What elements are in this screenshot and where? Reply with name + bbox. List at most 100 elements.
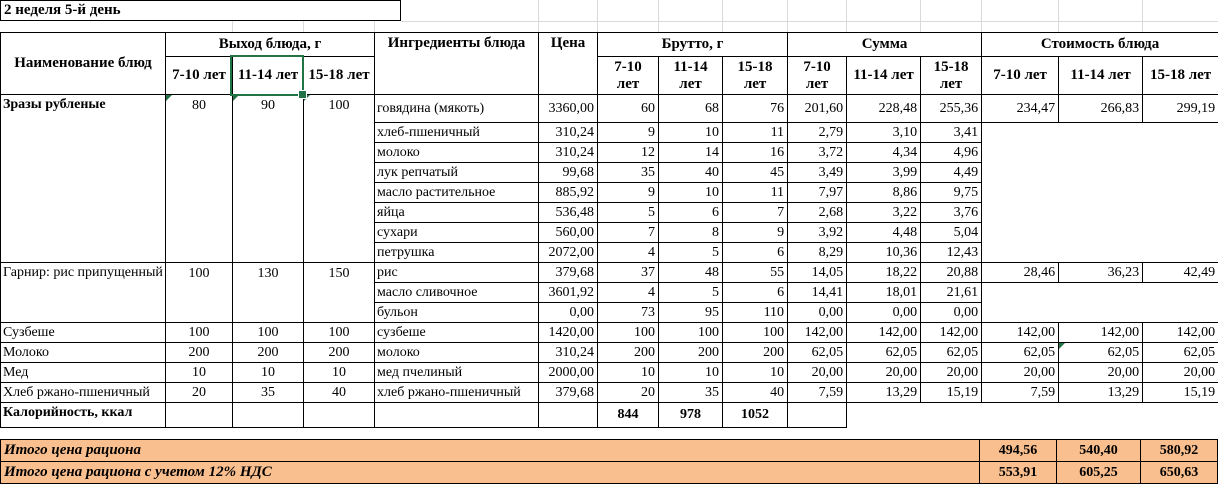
cell-sum[interactable]: 10,36 [846,242,922,263]
cell-dish[interactable]: Сузбеше [0,322,166,343]
total-label[interactable]: Итого цена рациона с учетом 12% НДС [4,464,272,480]
cell-ingredient[interactable]: сузбеше [374,322,540,343]
header-output-age-15-18[interactable]: 15-18 лет [302,56,376,95]
cell-sum[interactable]: 12,43 [920,242,983,263]
cell-gross[interactable]: 7 [722,202,789,223]
cell-gross[interactable]: 37 [597,262,660,283]
cell-sum[interactable]: 3,72 [787,142,848,163]
cell-sum[interactable]: 15,19 [920,382,983,403]
cell-sum[interactable]: 20,00 [920,362,983,383]
cell-ingredient[interactable] [374,402,540,428]
cell-dish[interactable]: Зразы рубленые [0,94,166,263]
cell-ingredient[interactable]: молоко [374,142,540,163]
cell-calories[interactable]: 844 [597,402,660,428]
cell-output[interactable] [232,402,304,428]
cell-cost[interactable]: 62,05 [1058,342,1144,363]
cell-sum[interactable]: 4,49 [920,162,983,183]
cell-cost[interactable]: 142,00 [1142,322,1218,343]
cell-cost-merged-empty[interactable] [981,122,1218,263]
cell-sum[interactable]: 142,00 [787,322,848,343]
cell-gross[interactable]: 5 [658,282,724,303]
cell-sum[interactable]: 13,29 [846,382,922,403]
cell-gross[interactable]: 40 [658,162,724,183]
header-gross-age-7-10[interactable]: 7-10 лет [597,56,660,95]
cell-gross[interactable]: 4 [597,282,660,303]
total-label[interactable]: Итого цена рациона [4,442,142,458]
cell-cost-merged-empty[interactable] [981,282,1218,323]
cell-price[interactable]: 379,68 [538,262,599,283]
cell-output[interactable]: 80 [165,94,233,263]
cell-ingredient[interactable]: хлеб-пшеничный [374,122,540,143]
cell-sum[interactable]: 3,49 [787,162,848,183]
cell-cost[interactable]: 266,83 [1058,94,1144,123]
total-value-11-14[interactable]: 605,25 [1056,462,1140,483]
header-cost-age-7-10[interactable]: 7-10 лет [981,56,1060,95]
cell-price[interactable] [538,402,599,428]
cell-gross[interactable]: 55 [722,262,789,283]
header-cost-age-15-18[interactable]: 15-18 лет [1142,56,1218,95]
header-sum-age-15-18[interactable]: 15-18 лет [920,56,983,95]
header-sum-group[interactable]: Сумма [787,32,983,57]
cell-output[interactable]: 90 [232,94,304,263]
cell-calories[interactable]: 978 [658,402,724,428]
cell-sum[interactable]: 20,00 [787,362,848,383]
cell-gross[interactable]: 9 [722,222,789,243]
cell-gross[interactable]: 10 [722,362,789,383]
cell-output[interactable]: 150 [302,262,376,323]
cell-gross[interactable]: 12 [597,142,660,163]
cell-output[interactable]: 40 [302,382,376,403]
cell-gross[interactable]: 7 [597,222,660,243]
cell-gross[interactable]: 4 [597,242,660,263]
cell-gross[interactable]: 5 [597,202,660,223]
cell-gross[interactable]: 10 [658,362,724,383]
cell-dish[interactable]: Молоко [0,342,166,363]
cell-price[interactable]: 3360,00 [538,94,599,123]
cell-gross[interactable]: 100 [658,322,724,343]
cell-price[interactable]: 536,48 [538,202,599,223]
cell-output[interactable]: 200 [165,342,233,363]
cell-gross[interactable]: 110 [722,302,789,323]
cell-gross[interactable]: 6 [658,202,724,223]
cell-gross[interactable]: 20 [597,382,660,403]
cell-sum[interactable]: 0,00 [920,302,983,323]
cell-price[interactable]: 2000,00 [538,362,599,383]
header-sum-age-7-10[interactable]: 7-10 лет [787,56,848,95]
cell-gross[interactable]: 9 [597,182,660,203]
cell-sum[interactable]: 201,60 [787,94,848,123]
cell-output[interactable]: 130 [232,262,304,323]
cell-gross[interactable]: 10 [658,182,724,203]
cell-gross[interactable]: 100 [597,322,660,343]
cell-sum[interactable]: 255,36 [920,94,983,123]
cell-ingredient[interactable]: хлеб ржано-пшеничный [374,382,540,403]
cell-ingredient[interactable]: рис [374,262,540,283]
cell-sum[interactable]: 9,75 [920,182,983,203]
total-value-15-18[interactable]: 580,92 [1140,440,1217,461]
cell-sum[interactable]: 4,96 [920,142,983,163]
cell-sum[interactable]: 21,61 [920,282,983,303]
cell-gross[interactable]: 10 [658,122,724,143]
cell-gross[interactable]: 35 [597,162,660,183]
cell-cost[interactable]: 142,00 [1058,322,1144,343]
cell-sum[interactable]: 3,76 [920,202,983,223]
cell-dish[interactable]: Хлеб ржано-пшеничный [0,382,166,403]
cell-ingredient[interactable]: говядина (мякоть) [374,94,540,123]
cell-cost[interactable]: 20,00 [1142,362,1218,383]
cell-output[interactable]: 100 [165,322,233,343]
cell-sum[interactable]: 7,59 [787,382,848,403]
cell-output[interactable]: 10 [165,362,233,383]
cell-cost[interactable]: 28,46 [981,262,1060,283]
cell-output[interactable]: 35 [232,382,304,403]
cell-ingredient[interactable]: масло растительное [374,182,540,203]
cell-cost[interactable]: 42,49 [1142,262,1218,283]
cell-output[interactable]: 10 [232,362,304,383]
cell-cost[interactable]: 299,19 [1142,94,1218,123]
cell-gross[interactable]: 9 [597,122,660,143]
cell-ingredient[interactable]: яйца [374,202,540,223]
cell-gross[interactable]: 8 [658,222,724,243]
cell-output[interactable]: 100 [302,322,376,343]
cell-gross[interactable]: 11 [722,122,789,143]
cell-sum[interactable]: 20,00 [846,362,922,383]
header-output-age-7-10[interactable]: 7-10 лет [165,56,233,95]
cell-sum[interactable]: 8,29 [787,242,848,263]
cell-price[interactable]: 310,24 [538,342,599,363]
